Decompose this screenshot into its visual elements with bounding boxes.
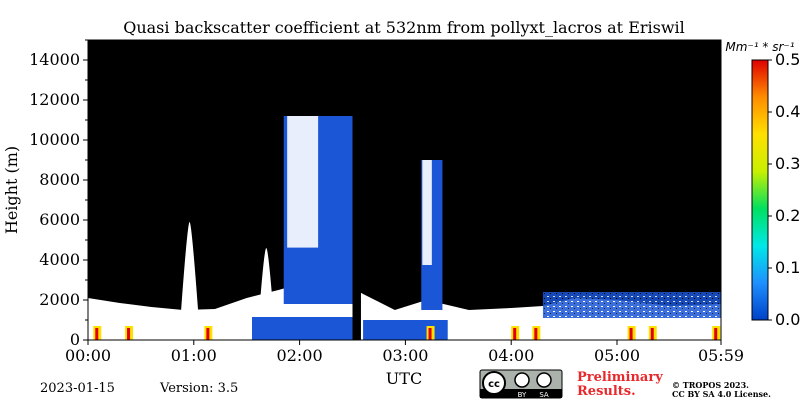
y-tick-label: 14000 [29,50,80,69]
attribution-icon [514,372,530,388]
colorbar-tick-label: 0.1 [775,258,800,277]
colorbar-tick-label: 0.2 [775,206,800,225]
y-tick-label: 6000 [39,210,80,229]
y-tick-label: 8000 [39,170,80,189]
x-tick-label: 02:00 [277,346,323,365]
cirrus-core [287,116,319,248]
cirrus-core [422,160,432,265]
plot-frame [87,39,722,341]
aerosol-layer [542,292,721,318]
copyright-line1: © TROPOS 2023. [672,380,749,390]
x-tick-label: 04:00 [488,346,534,365]
aerosol-layer [363,320,448,340]
preliminary-note-line1: Preliminary [577,370,663,385]
near-ground-signal-peak [95,328,99,340]
x-axis: 00:00 01:00 02:00 03:00 04:00 05:00 05:59 [65,340,744,365]
preliminary-note-line2: Results. [577,384,636,399]
license-badge[interactable]: cc BY SA [479,369,563,399]
y-tick-label: 10000 [29,130,80,149]
y-tick-label: 2000 [39,290,80,309]
x-axis-label: UTC [386,369,422,388]
aerosol-layer [251,317,353,340]
footer-version: Version: 3.5 [159,381,238,396]
x-tick-label: 05:00 [594,346,640,365]
y-tick-label: 4000 [39,250,80,269]
colorbar-gradient [751,59,769,321]
plot-area [87,39,722,341]
y-axis: 0 2000 4000 6000 8000 10000 12000 14000 [29,39,88,349]
x-tick-label: 05:59 [698,346,744,365]
near-ground-signal-peak [206,328,210,340]
x-tick-label: 03:00 [382,346,428,365]
chart-title: Quasi backscatter coefficient at 532nm f… [123,18,685,37]
x-tick-label: 00:00 [65,346,111,365]
creative-commons-icon [482,371,506,395]
footer-date: 2023-01-15 [40,381,115,396]
colorbar-tick-label: 0.4 [775,102,800,121]
x-tick-label: 01:00 [171,346,217,365]
data-gap [352,40,361,340]
near-ground-signal-peak [428,328,432,340]
cc-badge-label: cc [488,379,500,390]
colorbar-unit-label: Mm⁻¹ * sr⁻¹ [725,40,794,54]
colorbar-tick-label: 0.0 [775,310,800,329]
y-tick-label: 0 [70,330,80,349]
plume [181,222,199,310]
colorbar: 0.0 0.1 0.2 0.3 0.4 0.5 Mm⁻¹ * sr⁻¹ [725,40,800,329]
copyright-line2: CC BY SA 4.0 License. [672,389,771,399]
y-axis-label: Height (m) [2,146,21,234]
near-ground-signal-peak [650,328,654,340]
boundary-layer-region [88,278,721,340]
plume [259,248,274,310]
near-ground-signal-peak [534,328,538,340]
colorbar-tick-label: 0.5 [775,50,800,69]
colorbar-tick-label: 0.3 [775,154,800,173]
near-ground-signal-peak [714,328,718,340]
badge-by-label: BY [518,391,527,399]
share-alike-icon [536,372,552,388]
y-tick-label: 12000 [29,90,80,109]
near-ground-signal-peak [127,328,131,340]
near-ground-signal-peak [629,328,633,340]
badge-sa-label: SA [539,391,549,399]
near-ground-signal-peak [513,328,517,340]
